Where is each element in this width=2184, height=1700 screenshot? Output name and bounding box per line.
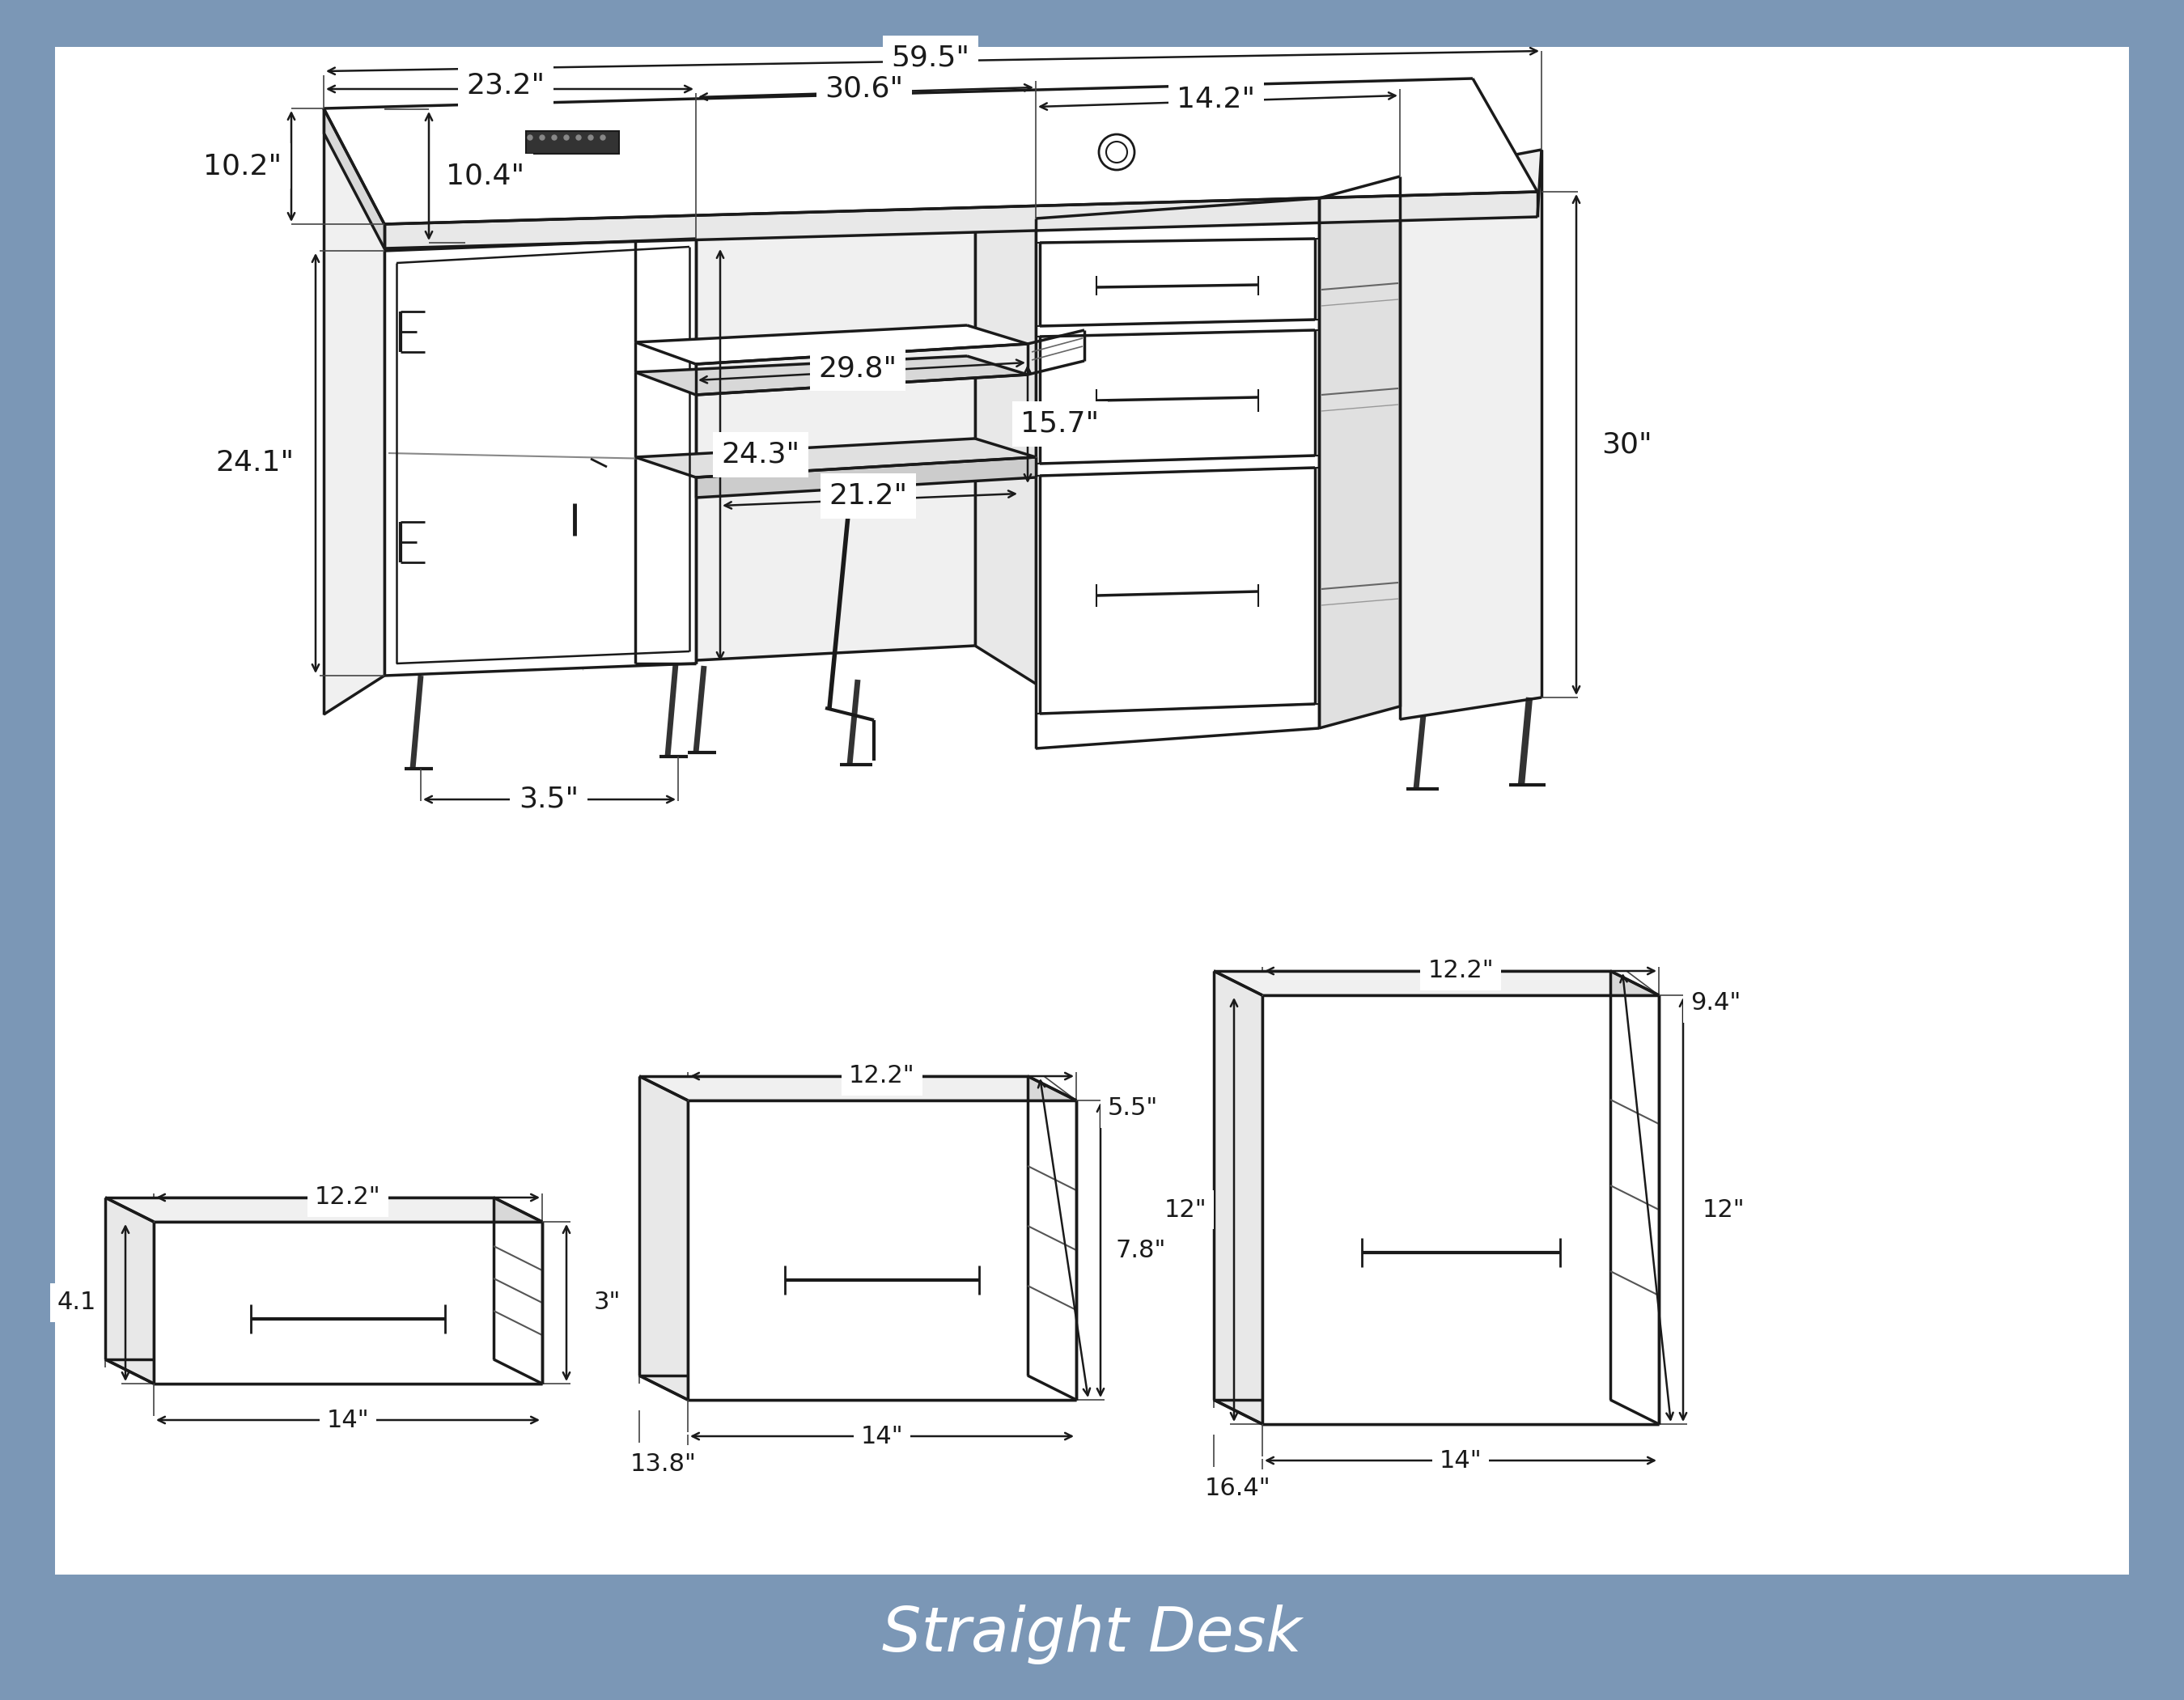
Text: 13.8": 13.8" xyxy=(631,1454,697,1476)
Polygon shape xyxy=(323,109,384,714)
Text: 15.7": 15.7" xyxy=(1020,410,1099,437)
Circle shape xyxy=(587,134,594,139)
Text: 4.1: 4.1 xyxy=(57,1290,96,1314)
Polygon shape xyxy=(640,1076,1077,1100)
Bar xyxy=(55,48,2129,1574)
Text: 59.5": 59.5" xyxy=(891,44,970,71)
Polygon shape xyxy=(636,355,1029,394)
Polygon shape xyxy=(974,119,1035,683)
Text: 30": 30" xyxy=(1601,430,1651,457)
Polygon shape xyxy=(384,192,1538,248)
Text: 14": 14" xyxy=(860,1425,904,1448)
Text: 29.8": 29.8" xyxy=(819,354,898,382)
Text: 3.5": 3.5" xyxy=(518,785,579,813)
Polygon shape xyxy=(105,1197,153,1384)
Text: 5.5": 5.5" xyxy=(1107,1096,1158,1120)
Polygon shape xyxy=(636,119,974,663)
Text: 14.2": 14.2" xyxy=(1177,85,1256,114)
Text: 12.2": 12.2" xyxy=(850,1064,915,1088)
Text: 12": 12" xyxy=(1701,1198,1745,1221)
Polygon shape xyxy=(636,138,697,663)
Text: 14": 14" xyxy=(328,1408,369,1431)
Polygon shape xyxy=(1214,1399,1660,1425)
Text: 24.1": 24.1" xyxy=(216,449,295,476)
Circle shape xyxy=(1099,134,1133,170)
Polygon shape xyxy=(494,1197,542,1384)
Text: 12": 12" xyxy=(1164,1198,1208,1221)
Text: 30.6": 30.6" xyxy=(826,75,904,102)
Text: 14": 14" xyxy=(1439,1448,1483,1472)
Text: 12.2": 12.2" xyxy=(314,1187,380,1209)
Text: 3": 3" xyxy=(594,1290,620,1314)
Polygon shape xyxy=(640,1076,688,1399)
Text: 9.4": 9.4" xyxy=(1690,991,1741,1015)
Polygon shape xyxy=(697,457,1035,498)
Polygon shape xyxy=(636,439,1035,478)
Text: 10.2": 10.2" xyxy=(203,151,282,180)
Polygon shape xyxy=(1029,1076,1077,1399)
Polygon shape xyxy=(640,1375,1077,1399)
Polygon shape xyxy=(688,1100,1077,1399)
Polygon shape xyxy=(697,343,1029,394)
Text: 23.2": 23.2" xyxy=(467,71,546,99)
Text: 7.8": 7.8" xyxy=(1116,1238,1166,1261)
Bar xyxy=(526,131,618,153)
Polygon shape xyxy=(1040,238,1315,326)
Polygon shape xyxy=(1040,330,1315,464)
Circle shape xyxy=(529,134,533,139)
Circle shape xyxy=(577,134,581,139)
Polygon shape xyxy=(105,1360,542,1384)
Text: 21.2": 21.2" xyxy=(830,483,909,510)
Polygon shape xyxy=(384,238,697,675)
Polygon shape xyxy=(1035,199,1319,748)
Circle shape xyxy=(539,134,544,139)
Polygon shape xyxy=(636,325,1029,364)
Circle shape xyxy=(553,134,557,139)
Polygon shape xyxy=(153,1222,542,1384)
Text: 24.3": 24.3" xyxy=(721,440,799,469)
Polygon shape xyxy=(1610,971,1660,1425)
Text: 10.4": 10.4" xyxy=(446,163,524,190)
Circle shape xyxy=(563,134,568,139)
Polygon shape xyxy=(1400,150,1542,719)
Polygon shape xyxy=(1214,971,1262,1425)
Polygon shape xyxy=(105,1197,542,1222)
Polygon shape xyxy=(323,78,1538,224)
Text: 12.2": 12.2" xyxy=(1428,959,1494,983)
Polygon shape xyxy=(1214,971,1660,994)
Circle shape xyxy=(601,134,605,139)
Text: Straight Desk: Straight Desk xyxy=(882,1605,1302,1664)
Polygon shape xyxy=(1262,994,1660,1425)
Polygon shape xyxy=(1319,177,1400,728)
Polygon shape xyxy=(1040,468,1315,714)
Text: 16.4": 16.4" xyxy=(1206,1477,1271,1501)
Polygon shape xyxy=(323,109,384,248)
